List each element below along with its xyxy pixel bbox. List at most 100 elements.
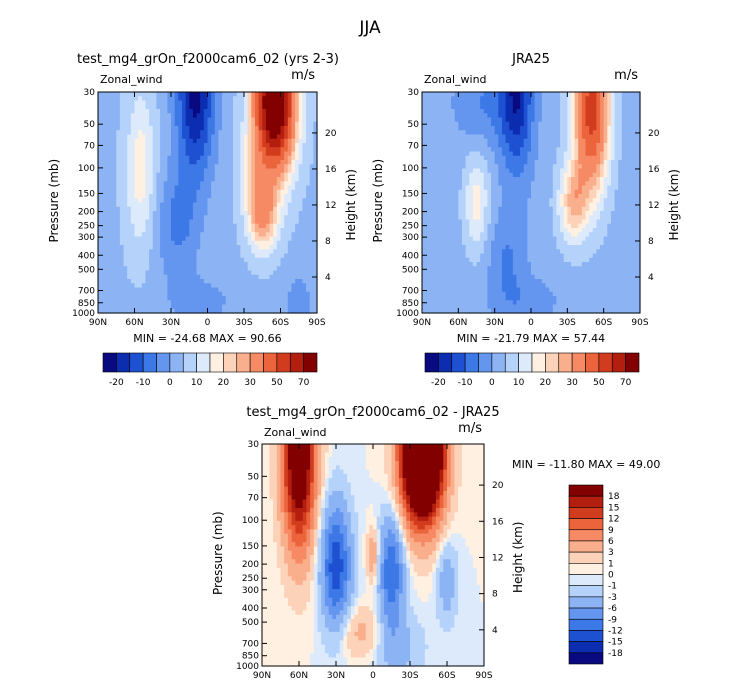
- heatmap-cell: [108, 198, 114, 204]
- heatmap-cell: [491, 117, 496, 123]
- heatmap-cell: [570, 185, 576, 191]
- heatmap-cell: [192, 202, 198, 208]
- heatmap-cell: [636, 177, 641, 182]
- heatmap-cell: [116, 185, 121, 191]
- heatmap-cell: [610, 100, 616, 106]
- heatmap-cell: [174, 117, 179, 123]
- heatmap-cell: [636, 211, 641, 216]
- heatmap-cell: [567, 134, 572, 140]
- heatmap-cell: [134, 198, 139, 204]
- heatmap-cell: [578, 155, 583, 161]
- heatmap-cell: [262, 296, 267, 301]
- heatmap-cell: [138, 168, 143, 174]
- heatmap-cell: [254, 134, 260, 140]
- heatmap-cell: [152, 257, 157, 263]
- heatmap-cell: [200, 223, 205, 229]
- heatmap-cell: [200, 113, 205, 119]
- heatmap-cell: [160, 198, 165, 204]
- heatmap-cell: [614, 177, 619, 182]
- heatmap-cell: [258, 228, 263, 233]
- heatmap-cell: [141, 257, 147, 263]
- heatmap-cell: [171, 283, 176, 289]
- heatmap-cell: [436, 96, 441, 102]
- heatmap-cell: [156, 185, 161, 191]
- heatmap-cell: [451, 211, 456, 216]
- heatmap-cell: [98, 134, 103, 140]
- heatmap-cell: [138, 100, 143, 106]
- heatmap-cell: [229, 283, 234, 289]
- heatmap-cell: [156, 168, 161, 174]
- heatmap-cell: [527, 92, 532, 97]
- heatmap-cell: [163, 92, 168, 97]
- heatmap-cell: [214, 104, 220, 110]
- heatmap-cell: [163, 130, 168, 136]
- heatmap-cell: [116, 194, 121, 199]
- heatmap-cell: [134, 96, 139, 102]
- heatmap-cell: [254, 143, 260, 148]
- y-axis-title: Pressure (mb): [47, 159, 61, 243]
- heatmap-cell: [563, 96, 568, 102]
- heatmap-cell: [167, 257, 172, 263]
- heatmap-cell: [545, 100, 550, 106]
- heatmap-cell: [273, 104, 278, 110]
- heatmap-cell: [251, 160, 256, 165]
- heatmap-cell: [636, 92, 641, 97]
- heatmap-cell: [225, 177, 230, 182]
- heatmap-cell: [163, 121, 168, 127]
- heatmap-cell: [302, 283, 307, 289]
- heatmap-cell: [156, 283, 161, 289]
- heatmap-cell: [574, 92, 579, 97]
- heatmap-cell: [276, 291, 282, 297]
- heatmap-cell: [138, 121, 143, 127]
- heatmap-cell: [229, 219, 234, 225]
- heatmap-cell: [556, 138, 561, 144]
- heatmap-cell: [443, 109, 449, 114]
- heatmap-cell: [483, 185, 488, 191]
- heatmap-cell: [251, 279, 256, 284]
- heatmap-cell: [589, 206, 594, 212]
- heatmap-cell: [229, 189, 234, 195]
- heatmap-cell: [284, 245, 289, 250]
- heatmap-cell: [101, 262, 106, 267]
- heatmap-cell: [138, 96, 143, 102]
- heatmap-cell: [141, 215, 147, 221]
- heatmap-cell: [138, 143, 143, 148]
- heatmap-cell: [203, 206, 209, 212]
- heatmap-cell: [516, 138, 521, 144]
- heatmap-cell: [119, 185, 125, 191]
- heatmap-cell: [149, 100, 154, 106]
- heatmap-cell: [185, 270, 190, 276]
- heatmap-cell: [440, 172, 445, 178]
- heatmap-cell: [141, 194, 147, 199]
- heatmap-cell: [262, 151, 267, 157]
- x-tick-label: 0: [205, 318, 211, 328]
- heatmap-cell: [251, 253, 256, 259]
- heatmap-cell: [531, 126, 536, 131]
- heatmap-cell: [171, 172, 176, 178]
- heatmap-cell: [163, 168, 168, 174]
- heatmap-cell: [192, 228, 198, 233]
- heatmap-cell: [636, 104, 641, 110]
- heatmap-cell: [306, 240, 311, 246]
- heatmap-cell: [196, 113, 201, 119]
- heatmap-cell: [578, 96, 583, 102]
- heatmap-cell: [295, 181, 300, 187]
- heatmap-cell: [556, 198, 561, 204]
- heatmap-cell: [112, 126, 117, 131]
- heatmap-cell: [233, 109, 238, 114]
- heatmap-cell: [218, 236, 223, 242]
- heatmap-cell: [636, 189, 641, 195]
- heatmap-cell: [516, 143, 521, 148]
- heatmap-cell: [98, 92, 103, 97]
- heatmap-cell: [160, 219, 165, 225]
- heatmap-cell: [240, 130, 245, 136]
- heatmap-cell: [629, 92, 634, 97]
- heatmap-cell: [225, 172, 230, 178]
- heatmap-cell: [244, 215, 249, 221]
- heatmap-cell: [240, 160, 245, 165]
- heatmap-cell: [610, 126, 616, 131]
- heatmap-cell: [472, 189, 478, 195]
- heatmap-cell: [160, 143, 165, 148]
- heatmap-cell: [291, 160, 296, 165]
- heatmap-cell: [284, 236, 289, 242]
